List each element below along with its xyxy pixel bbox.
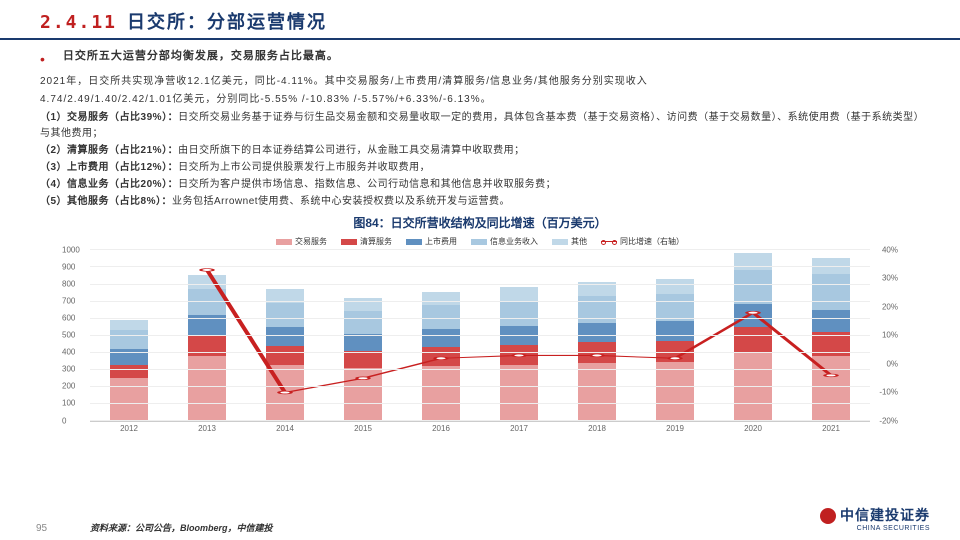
logo-mark-icon [820,508,836,524]
list-item: （5）其他服务（占比8%）：业务包括Arrownet使用费、系统中心安装授权费以… [40,194,920,210]
legend-item: 交易服务 [276,236,327,249]
legend-item: 其他 [552,236,587,249]
section-title: 日交所：分部运营情况 [127,8,327,34]
headline: 日交所五大运营分部均衡发展，交易服务占比最高。 [63,48,339,70]
legend-item: 上市费用 [406,236,457,249]
logo-en: CHINA SECURITIES [820,525,930,532]
source-note: 资料来源：公司公告，Bloomberg，中信建投 [90,521,273,534]
bullet-icon: • [40,48,45,70]
legend-item: 同比增速（右轴） [601,236,684,249]
company-logo: 中信建投证券 CHINA SECURITIES [820,505,930,532]
list-item: （2）清算服务（占比21%）：由日交所旗下的日本证券结算公司进行，从金融工具交易… [40,143,920,159]
content-area: • 日交所五大运营分部均衡发展，交易服务占比最高。 2021年，日交所共实现净营… [0,40,960,440]
list-item: （1）交易服务（占比39%）：日交所交易业务基于证券与衍生品交易金额和交易量收取… [40,110,920,142]
legend-item: 信息业务收入 [471,236,538,249]
para-2: 4.74/2.49/1.40/2.42/1.01亿美元，分别同比-5.55% /… [40,92,920,108]
page-number: 95 [36,523,47,534]
list-item: （4）信息业务（占比20%）：日交所为客户提供市场信息、指数信息、公司行动信息和… [40,177,920,193]
chart-legend: 交易服务 清算服务 上市费用 信息业务收入 其他 同比增速（右轴） [40,236,920,249]
chart: 2012201320142015201620172018201920202021… [60,250,900,440]
chart-title: 图84：日交所营收结构及同比增速（百万美元） [40,214,920,233]
logo-cn: 中信建投证券 [840,507,930,523]
para-1: 2021年，日交所共实现净营收12.1亿美元，同比-4.11%。其中交易服务/上… [40,74,920,90]
legend-item: 清算服务 [341,236,392,249]
section-number: 2.4.11 [40,12,117,33]
list-item: （3）上市费用（占比12%）：日交所为上市公司提供股票发行上市服务并收取费用， [40,160,920,176]
slide-header: 2.4.11 日交所：分部运营情况 [0,0,960,40]
